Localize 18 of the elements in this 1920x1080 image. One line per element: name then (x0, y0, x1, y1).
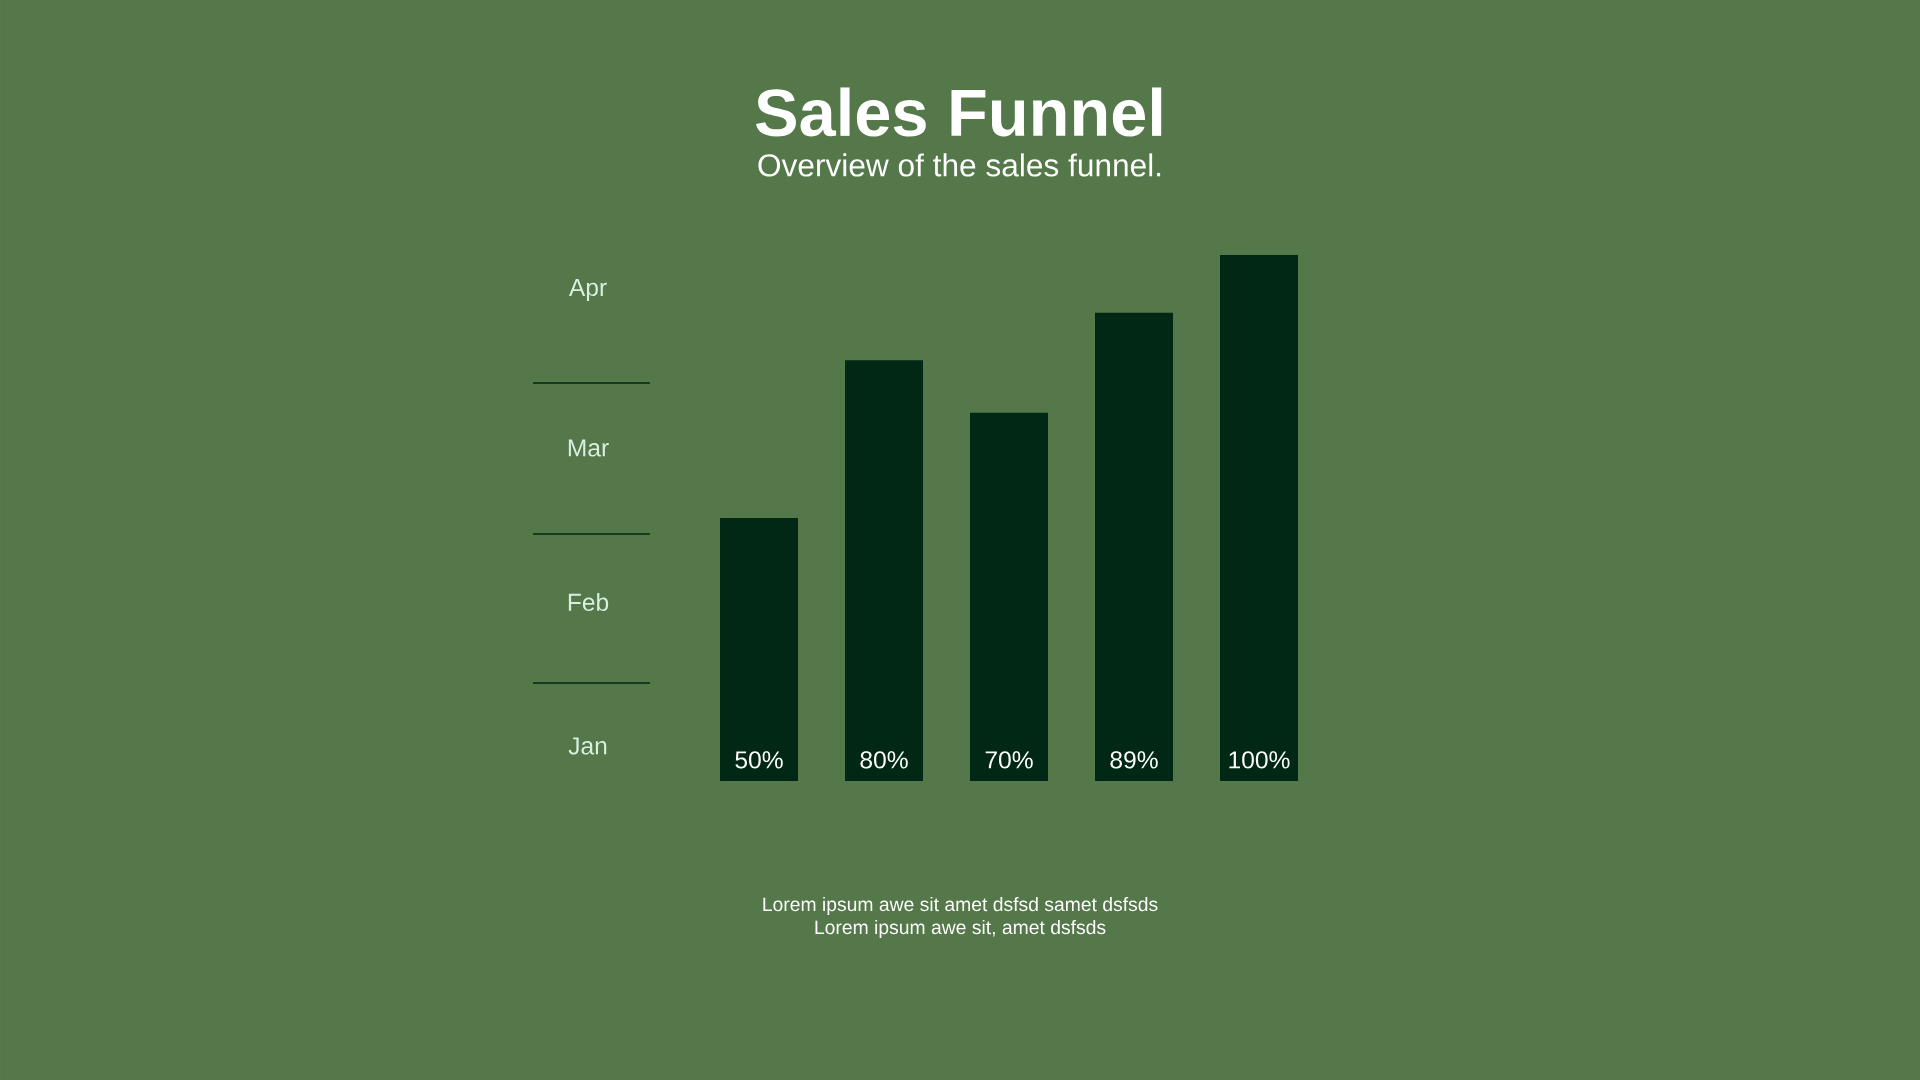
bar (1220, 254, 1298, 781)
data-label: 50% (735, 751, 783, 769)
data-label: 89% (1110, 751, 1158, 769)
data-label: 70% (985, 751, 1033, 769)
text: Jan (568, 737, 607, 755)
bar (845, 360, 924, 781)
text: Lorem ipsum awe sit, amet dsfsds (815, 919, 1106, 939)
bar (720, 517, 799, 781)
chart-title: Sales Funnel (755, 87, 1162, 137)
text: Apr (568, 278, 607, 302)
text: Lorem ipsum awe sit amet dsfsd samet dsfsds (763, 896, 1158, 915)
text: Mar (568, 439, 609, 457)
data-label: 100% (1229, 751, 1290, 769)
bar (1095, 312, 1174, 781)
chart-subtitle: Overview of the sales funnel. (758, 153, 1161, 177)
data-label: 80% (860, 751, 908, 769)
bar (970, 412, 1049, 781)
text: Feb (568, 592, 609, 611)
